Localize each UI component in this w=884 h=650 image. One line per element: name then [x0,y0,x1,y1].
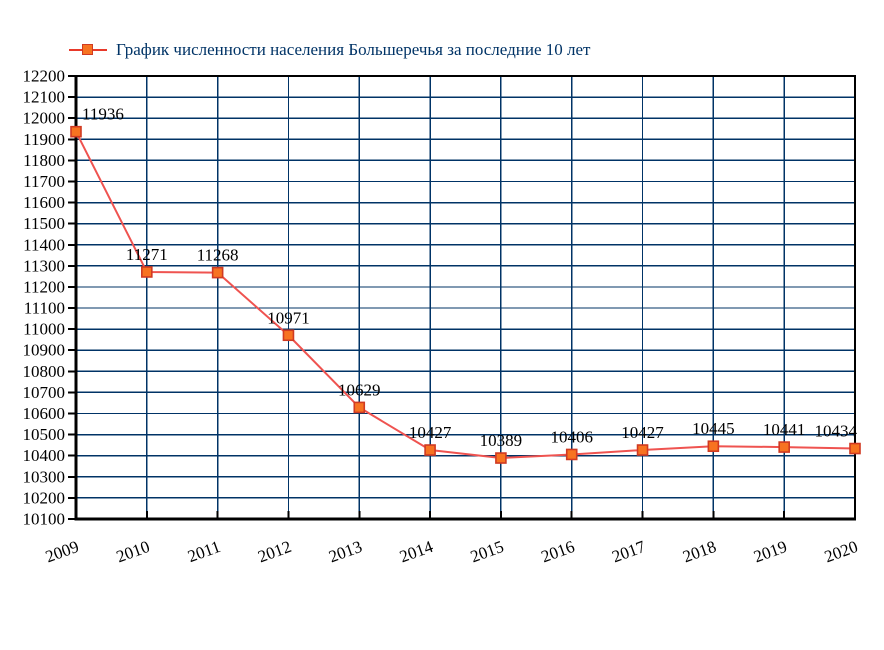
data-point-marker [282,329,295,342]
data-point-marker [141,266,153,278]
x-axis-tick-label: 2020 [822,537,860,566]
y-axis-tick-label: 10800 [23,362,66,381]
y-axis-tick-label: 10300 [23,467,66,486]
x-axis-tick-label: 2016 [539,537,577,566]
x-axis-tick-label: 2010 [114,537,152,566]
data-point-marker [353,401,366,414]
y-axis-tick-label: 11400 [23,235,65,254]
data-point-label: 11271 [126,245,168,264]
data-point-label: 11268 [197,246,239,265]
y-axis-tick-label: 12000 [23,109,66,128]
data-point-marker [849,442,861,455]
data-point-marker [424,444,436,456]
y-axis-tick-label: 12100 [23,88,66,107]
data-point-marker [495,452,507,464]
data-point-marker [778,441,790,453]
data-point-label: 10427 [409,423,452,442]
data-point-label: 10427 [621,423,664,442]
data-point-marker [70,125,82,138]
data-point-label: 10406 [550,427,593,446]
y-axis-tick-label: 10900 [23,341,66,360]
x-axis-tick-label: 2014 [397,537,436,567]
x-axis-tick-label: 2017 [609,537,648,567]
data-point-label: 10445 [692,419,735,438]
data-point-label: 10971 [267,308,310,327]
data-point-label: 10629 [338,380,381,399]
y-axis-tick-label: 10500 [23,425,66,444]
x-axis-tick-label: 2015 [468,537,506,566]
y-axis-tick-label: 11900 [23,130,65,149]
series-line-marker-icon [69,43,107,57]
y-axis-tick-label: 11800 [23,151,65,170]
data-point-marker [636,444,649,456]
data-point-label: 10434 [815,422,858,441]
data-point-label: 10441 [763,420,806,439]
y-axis-tick-label: 10700 [23,383,66,402]
data-point-label: 10389 [480,431,523,450]
x-axis-tick-label: 2013 [326,537,364,566]
y-axis-tick-label: 11200 [23,277,65,296]
x-axis-tick-label: 2012 [255,537,293,566]
data-point-marker [211,266,224,279]
y-axis-tick-label: 11100 [24,299,65,318]
y-axis-tick-label: 10100 [23,510,66,529]
x-axis-tick-label: 2009 [43,537,81,566]
series-line [75,131,856,460]
data-point-marker [565,448,578,461]
y-axis-tick-label: 11600 [23,193,65,212]
y-axis-tick-label: 11300 [23,256,65,275]
y-axis-tick-label: 12200 [23,67,66,86]
data-point-marker [707,440,720,453]
legend: График численности населения Большеречья… [69,40,591,60]
data-point-label: 11936 [82,105,124,124]
x-axis-tick-label: 2011 [185,537,223,566]
legend-label: График численности населения Большеречья… [116,40,591,59]
y-axis-tick-label: 11700 [23,172,65,191]
y-axis-tick-label: 10600 [23,404,66,423]
y-axis-tick-label: 10400 [23,446,66,465]
x-axis-tick-label: 2019 [751,537,789,566]
legend-square-marker-glyph [82,43,93,55]
y-axis-tick-label: 11500 [23,214,65,233]
y-axis-tick-label: 11000 [23,320,65,339]
x-axis-tick-label: 2018 [680,537,718,566]
y-axis-tick-label: 10200 [23,488,66,507]
